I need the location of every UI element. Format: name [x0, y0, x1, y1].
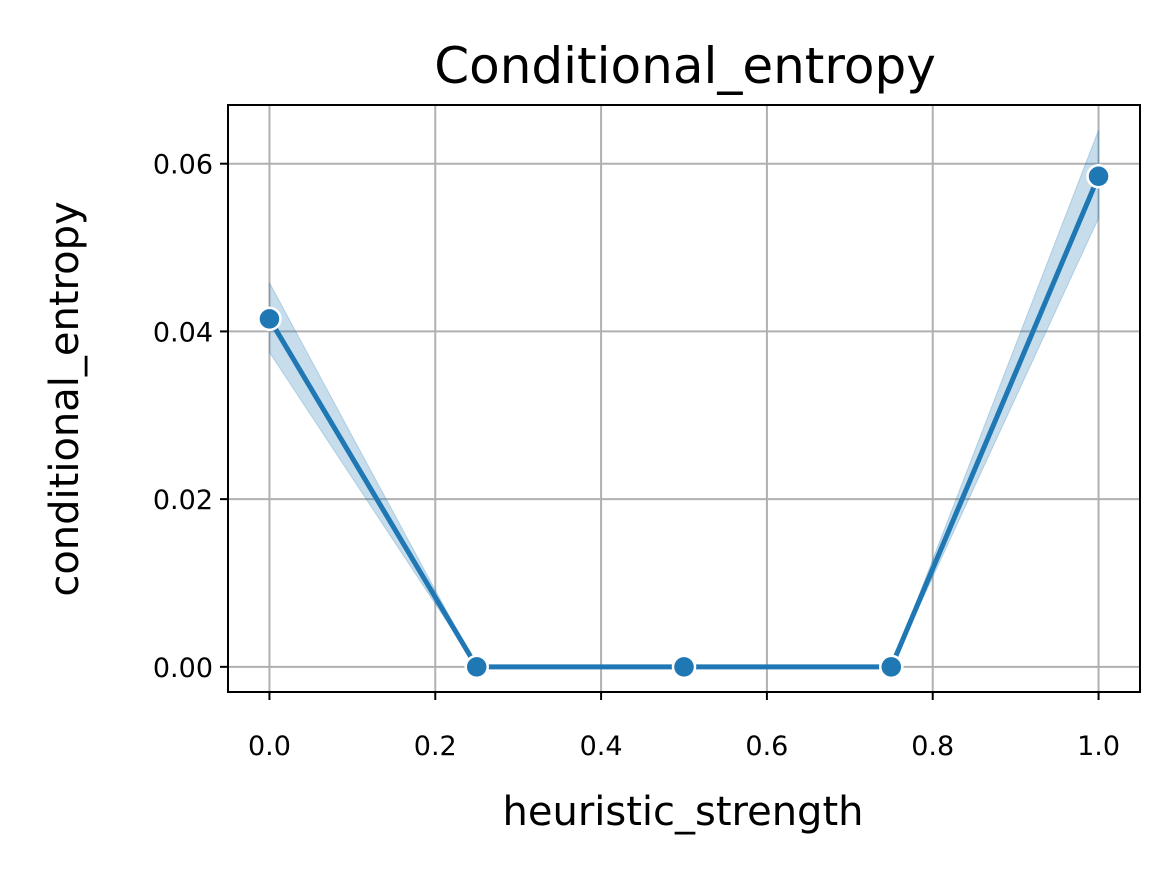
plot-frame	[227, 104, 1141, 693]
x-axis-ticks: 0.0 0.2 0.4 0.6 0.8 1.0	[248, 692, 1120, 762]
x-tick-label: 0.4	[580, 731, 623, 762]
x-tick-label: 0.0	[248, 731, 291, 762]
x-axis-label: heuristic_strength	[503, 789, 864, 835]
confidence-band	[268, 129, 1100, 668]
x-tick-label: 0.8	[911, 731, 954, 762]
x-tick-label: 0.2	[414, 731, 457, 762]
data-point	[257, 306, 282, 332]
data-point	[1086, 164, 1111, 189]
data-point	[879, 654, 904, 680]
grid	[228, 105, 1140, 692]
data-point	[464, 654, 489, 680]
y-tick-label: 0.00	[153, 653, 213, 684]
series-line	[267, 175, 1101, 670]
series-line-group	[267, 175, 1101, 670]
confidence-band-area	[268, 129, 1100, 668]
markers	[257, 164, 1111, 680]
y-axis-ticks: 0.00 0.02 0.04 0.06	[153, 150, 228, 684]
y-tick-label: 0.04	[153, 317, 213, 348]
y-tick-label: 0.06	[153, 150, 213, 181]
data-point	[671, 654, 697, 680]
chart-title: Conditional_entropy	[434, 37, 936, 95]
x-tick-label: 1.0	[1077, 731, 1120, 762]
y-axis-label: conditional_entropy	[42, 201, 88, 596]
x-tick-label: 0.6	[745, 731, 788, 762]
y-tick-label: 0.02	[153, 485, 213, 516]
